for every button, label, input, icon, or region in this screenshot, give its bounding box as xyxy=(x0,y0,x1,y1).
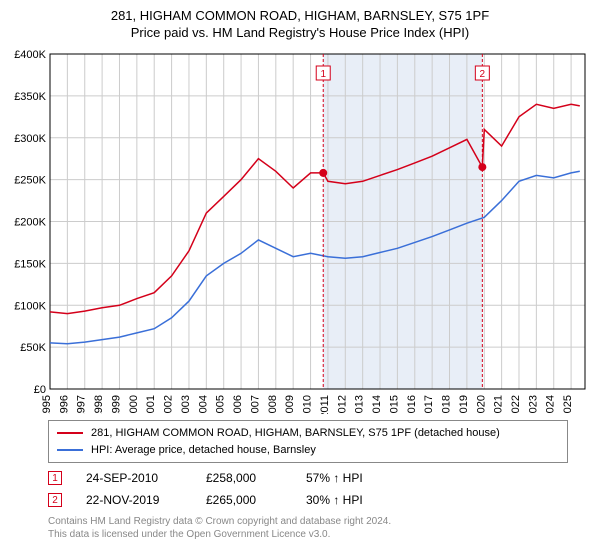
legend-label-hpi: HPI: Average price, detached house, Barn… xyxy=(91,442,316,459)
attribution-line2: This data is licensed under the Open Gov… xyxy=(48,528,590,541)
svg-text:2012: 2012 xyxy=(336,395,348,414)
svg-text:1: 1 xyxy=(320,69,326,80)
svg-text:2017: 2017 xyxy=(423,395,435,414)
svg-text:£200K: £200K xyxy=(14,217,46,229)
marker-id-1: 1 xyxy=(52,473,58,484)
marker-price-2: £265,000 xyxy=(206,493,306,507)
marker-price-1: £258,000 xyxy=(206,471,306,485)
marker-badge-1: 1 xyxy=(48,471,62,485)
svg-text:1998: 1998 xyxy=(93,395,105,414)
svg-text:2010: 2010 xyxy=(302,395,314,414)
svg-text:2011: 2011 xyxy=(319,395,331,414)
svg-text:2018: 2018 xyxy=(441,395,453,414)
chart-area: 1 2 £0 £50K £100K £150K £200K £250K £300K £350K £4… xyxy=(10,44,590,414)
legend-swatch-hpi xyxy=(57,449,83,451)
svg-text:£150K: £150K xyxy=(14,258,46,270)
svg-text:2014: 2014 xyxy=(371,395,383,414)
svg-text:2021: 2021 xyxy=(493,395,505,414)
svg-text:2: 2 xyxy=(480,69,486,80)
line-chart-svg: 1 2 £0 £50K £100K £150K £200K £250K £300K £350K £4… xyxy=(10,44,590,414)
svg-text:2001: 2001 xyxy=(145,395,157,414)
svg-text:2004: 2004 xyxy=(197,395,209,414)
legend-row-property: 281, HIGHAM COMMON ROAD, HIGHAM, BARNSLE… xyxy=(57,425,559,442)
svg-text:2015: 2015 xyxy=(388,395,400,414)
chart-container: 281, HIGHAM COMMON ROAD, HIGHAM, BARNSLE… xyxy=(0,0,600,560)
svg-text:2006: 2006 xyxy=(232,395,244,414)
svg-text:2009: 2009 xyxy=(284,395,296,414)
svg-text:£0: £0 xyxy=(34,384,46,396)
svg-text:2013: 2013 xyxy=(354,395,366,414)
svg-text:2005: 2005 xyxy=(215,395,227,414)
svg-text:£50K: £50K xyxy=(20,342,46,354)
marker-id-2: 2 xyxy=(52,495,58,506)
legend: 281, HIGHAM COMMON ROAD, HIGHAM, BARNSLE… xyxy=(48,420,568,463)
svg-text:£300K: £300K xyxy=(14,133,46,145)
marker-pct-1: 57% ↑ HPI xyxy=(306,471,426,485)
svg-text:1999: 1999 xyxy=(110,395,122,414)
marker-row-1: 1 24-SEP-2010 £258,000 57% ↑ HPI xyxy=(48,467,590,489)
svg-text:2019: 2019 xyxy=(458,395,470,414)
svg-text:2007: 2007 xyxy=(249,395,261,414)
svg-text:£250K: £250K xyxy=(14,175,46,187)
svg-text:2002: 2002 xyxy=(163,395,175,414)
marker-date-2: 22-NOV-2019 xyxy=(86,493,206,507)
svg-text:£100K: £100K xyxy=(14,300,46,312)
legend-label-property: 281, HIGHAM COMMON ROAD, HIGHAM, BARNSLE… xyxy=(91,425,500,442)
svg-text:2000: 2000 xyxy=(128,395,140,414)
marker-pct-2: 30% ↑ HPI xyxy=(306,493,426,507)
svg-text:£350K: £350K xyxy=(14,91,46,103)
marker-row-2: 2 22-NOV-2019 £265,000 30% ↑ HPI xyxy=(48,489,590,511)
attribution: Contains HM Land Registry data © Crown c… xyxy=(48,515,590,541)
svg-text:2003: 2003 xyxy=(180,395,192,414)
chart-title: 281, HIGHAM COMMON ROAD, HIGHAM, BARNSLE… xyxy=(10,8,590,23)
svg-text:1996: 1996 xyxy=(58,395,70,414)
legend-row-hpi: HPI: Average price, detached house, Barn… xyxy=(57,442,559,459)
svg-text:1995: 1995 xyxy=(41,395,53,414)
attribution-line1: Contains HM Land Registry data © Crown c… xyxy=(48,515,590,528)
svg-text:2022: 2022 xyxy=(510,395,522,414)
marker-table: 1 24-SEP-2010 £258,000 57% ↑ HPI 2 22-NO… xyxy=(48,467,590,511)
chart-title-block: 281, HIGHAM COMMON ROAD, HIGHAM, BARNSLE… xyxy=(10,8,590,40)
svg-text:1997: 1997 xyxy=(76,395,88,414)
svg-text:2016: 2016 xyxy=(406,395,418,414)
svg-text:2025: 2025 xyxy=(562,395,574,414)
svg-text:2024: 2024 xyxy=(545,395,557,414)
svg-text:£400K: £400K xyxy=(14,49,46,61)
svg-text:2020: 2020 xyxy=(475,395,487,414)
marker-badge-2: 2 xyxy=(48,493,62,507)
chart-subtitle: Price paid vs. HM Land Registry's House … xyxy=(10,25,590,40)
marker-date-1: 24-SEP-2010 xyxy=(86,471,206,485)
svg-text:2023: 2023 xyxy=(527,395,539,414)
svg-text:2008: 2008 xyxy=(267,395,279,414)
legend-swatch-property xyxy=(57,432,83,434)
